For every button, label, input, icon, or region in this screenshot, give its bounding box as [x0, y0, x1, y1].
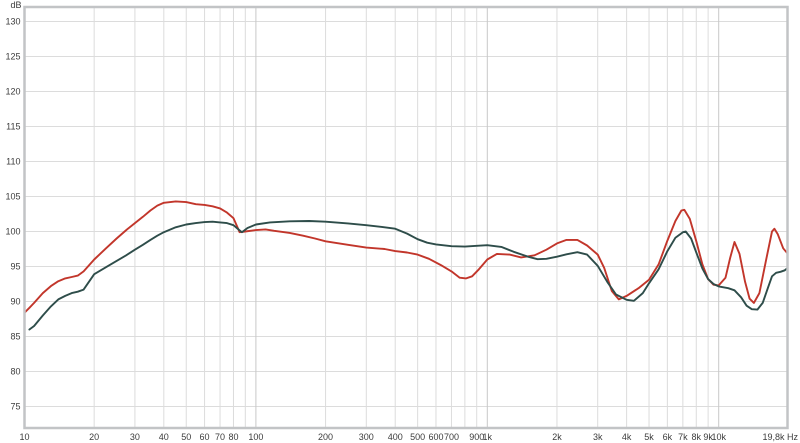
curve-measurement-green: [28, 220, 788, 331]
x-tick-label: 7k: [678, 432, 688, 442]
x-tick-label: 80: [228, 432, 238, 442]
x-tick-label: 100: [248, 432, 263, 442]
x-tick-label: 19,8k Hz: [762, 432, 798, 442]
y-tick-label: 110: [6, 157, 20, 167]
x-tick-label: 700: [444, 432, 459, 442]
x-tick-label: 6k: [663, 432, 673, 442]
x-tick-label: 5k: [644, 432, 654, 442]
x-tick-label: 300: [359, 432, 374, 442]
x-tick-label: 3k: [593, 432, 603, 442]
x-tick-label: 200: [318, 432, 333, 442]
x-tick-label: 2k: [552, 432, 562, 442]
x-tick-label: 500: [410, 432, 425, 442]
x-tick-label: 4k: [622, 432, 632, 442]
y-tick-label: 120: [5, 87, 20, 97]
y-tick-label: 90: [10, 297, 20, 307]
y-tick-label: 85: [10, 332, 20, 342]
x-tick-label: 60: [200, 432, 210, 442]
y-tick-label: 130: [5, 17, 20, 27]
x-tick-label: 1k: [483, 432, 493, 442]
y-axis-unit-label: dB: [10, 0, 21, 10]
y-tick-label: 105: [5, 192, 20, 202]
x-tick-label: 900: [469, 432, 484, 442]
x-tick-label: 8k: [692, 432, 702, 442]
y-tick-label: 100: [5, 227, 20, 237]
x-tick-label: 40: [159, 432, 169, 442]
x-tick-label: 600: [428, 432, 443, 442]
plot-frame: [23, 5, 789, 430]
y-tick-label: 75: [10, 402, 20, 412]
x-tick-label: 70: [215, 432, 225, 442]
x-tick-label: 30: [130, 432, 140, 442]
y-tick-label: 80: [10, 367, 20, 377]
x-tick-label: 10: [19, 432, 29, 442]
y-tick-label: 95: [10, 262, 20, 272]
y-tick-label: 115: [6, 122, 20, 132]
y-tick-label: 125: [5, 52, 20, 62]
x-tick-label: 50: [181, 432, 191, 442]
x-tick-label: 400: [388, 432, 403, 442]
x-tick-label: 9k: [703, 432, 713, 442]
x-tick-label: 10k: [711, 432, 726, 442]
x-tick-label: 20: [89, 432, 99, 442]
